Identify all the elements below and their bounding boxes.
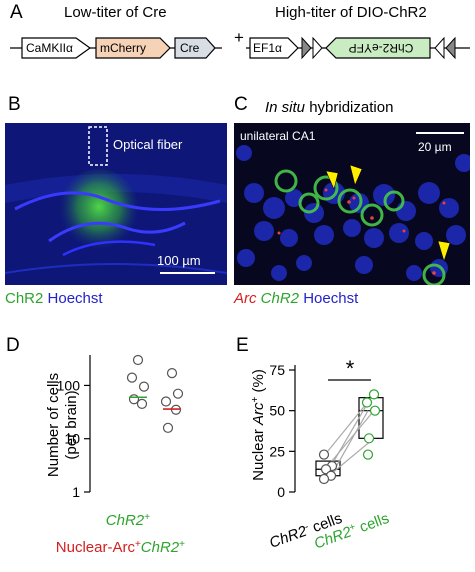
e-ylabel: Nuclear Arc+ (%) [250, 369, 268, 481]
e-pair-line-2 [324, 410, 375, 470]
d-point-s0-1 [126, 372, 138, 383]
high-titer-title: High-titer of DIO-ChR2 [275, 4, 427, 21]
arrowhead-3 [437, 240, 451, 262]
d-xlabel-chr2: ChR2+ [106, 512, 150, 530]
d-point-s1-1 [172, 388, 184, 399]
title-in-situ: In situ [265, 99, 306, 116]
panel-letter-c: C [234, 94, 248, 115]
d-point-s1-0 [166, 368, 178, 379]
ef1a-promoter-box [249, 37, 299, 59]
e-tick-label-2: 50 [269, 403, 285, 419]
caption-b-hoechst: Hoechst [47, 290, 103, 307]
d-tick-label-2: 100 [57, 377, 81, 393]
mcherry-box [95, 37, 171, 59]
construct-diagram: CaMKIIα mCherry Cre EF1α ChR2-eYFP [10, 36, 470, 60]
caption-b-chr2: ChR2 [5, 290, 44, 307]
loxp-triangle-3 [434, 36, 445, 60]
caption-c-arc: Arc [234, 290, 257, 307]
panel-letter-a: A [10, 2, 23, 23]
d-point-s1-4 [162, 422, 174, 433]
brain-section-drawing [5, 123, 227, 285]
chr2-eyfp-box [325, 37, 431, 59]
caption-b: ChR2 Hoechst [5, 290, 103, 307]
region-label: unilateral CA1 [240, 129, 316, 143]
optical-fiber-label: Optical fiber [113, 137, 183, 152]
d-point-s0-2 [138, 381, 150, 392]
panel-letter-d: D [6, 335, 20, 356]
e-point-s0-4 [318, 473, 330, 485]
e-point-s0-0 [318, 449, 330, 460]
arrowhead-2 [349, 164, 363, 186]
ish-image: unilateral CA1 20 µm [234, 123, 470, 285]
loxp-triangle-1 [301, 36, 312, 60]
camkii-label: CaMKIIα [26, 41, 73, 55]
e-tick-label-0: 0 [277, 484, 285, 500]
plus-sign: + [234, 28, 244, 47]
ish-drawing [234, 123, 470, 285]
arrowheads [325, 164, 451, 262]
d-points [126, 354, 184, 433]
ef1a-label: EF1α [253, 41, 282, 55]
d-ylabel-line1: Number of cells [45, 373, 62, 477]
d-point-s1-2 [160, 396, 172, 407]
e-pair-line-3 [330, 410, 369, 477]
cre-label: Cre [180, 41, 200, 55]
low-titer-title: Low-titer of Cre [64, 4, 167, 21]
title-hybridization: hybridization [305, 99, 394, 116]
e-point-s1-2 [369, 405, 381, 416]
mcherry-label: mCherry [100, 41, 146, 55]
e-point-s1-4 [362, 449, 374, 460]
d-tick-label-1: 10 [64, 431, 80, 447]
panel-c-title: In situ hybridization [265, 99, 393, 116]
loxp-triangle-4 [445, 36, 456, 60]
d-tick-label-0: 1 [72, 484, 80, 500]
e-point-s1-3 [363, 433, 375, 444]
d-point-s0-4 [136, 398, 148, 410]
e-pair-line-1 [330, 402, 369, 467]
e-point-s1-1 [361, 397, 373, 408]
scale-label-b: 100 µm [157, 253, 201, 268]
brain-section-image: Optical fiber 100 µm [5, 123, 227, 285]
panel-letter-e: E [236, 335, 249, 356]
d-y-ticks: 1 10 100 [57, 377, 90, 500]
e-point-s1-0 [368, 389, 380, 400]
cre-box [174, 37, 216, 59]
d-ylabel-line2: (per brain) [63, 390, 80, 459]
scale-label-c: 20 µm [418, 140, 452, 154]
e-y-ticks: 0 25 50 75 [269, 362, 295, 500]
d-point-s0-0 [132, 354, 144, 366]
caption-c-hoechst: Hoechst [303, 290, 359, 307]
panel-letter-b: B [8, 94, 21, 115]
optical-fiber-outline [88, 126, 108, 166]
loxp-triangle-2 [312, 36, 323, 60]
arrowhead-1 [325, 170, 339, 190]
caption-c-chr2: ChR2 [260, 290, 300, 307]
camkii-promoter-box [21, 37, 92, 59]
chart-d: Number of cells (per brain) 1 10 100 ChR2+… [45, 354, 185, 557]
e-tick-label-1: 25 [269, 443, 285, 459]
d-xlabel-nuclear-arc: Nuclear-Arc+ChR2+ [56, 539, 185, 557]
caption-c: Arc ChR2 Hoechst [234, 290, 358, 307]
e-significance-star: * [346, 356, 355, 381]
chr2-eyfp-label: ChR2-eYFP [349, 41, 414, 55]
e-marks [315, 389, 384, 485]
e-tick-label-3: 75 [269, 362, 285, 378]
